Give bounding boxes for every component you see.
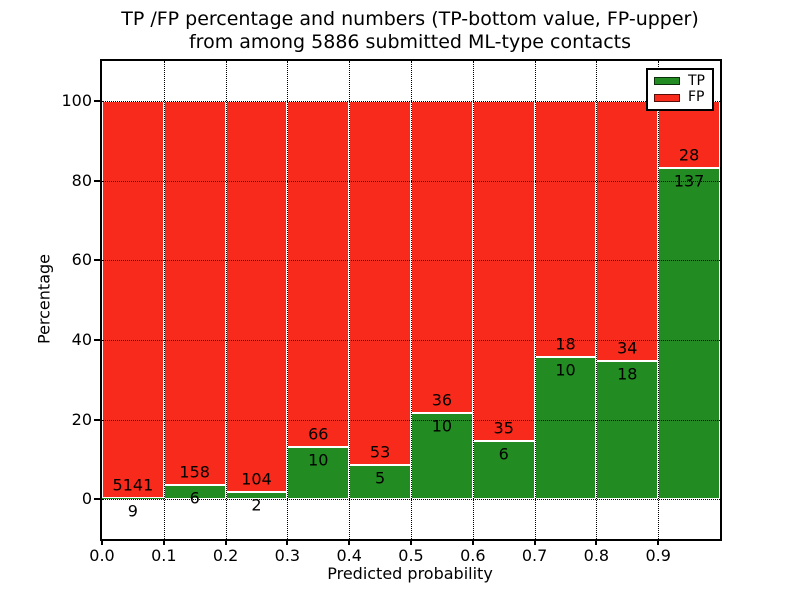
fp-bar-segment	[596, 100, 659, 362]
x-tick-label: 0.0	[89, 546, 115, 565]
legend-label-fp: FP	[688, 89, 705, 106]
legend-label-tp: TP	[688, 72, 705, 89]
tp-count-label: 18	[617, 364, 638, 384]
tp-count-label: 10	[555, 360, 576, 380]
y-axis-label: Percentage	[34, 253, 54, 345]
x-tick-mark	[224, 539, 227, 545]
fp-count-label: 53	[369, 442, 391, 462]
legend: TP FP	[646, 68, 714, 111]
x-tick-mark	[410, 539, 412, 545]
x-tick-mark	[471, 539, 474, 545]
y-tick-mark	[94, 498, 100, 501]
tp-bar-segment	[534, 356, 597, 500]
tp-bar-segment	[658, 168, 720, 500]
tp-count-label: 137	[673, 171, 705, 191]
y-tick-label: 40	[71, 329, 92, 349]
tp-bar-segment	[596, 361, 659, 500]
x-tick-mark	[101, 539, 103, 545]
plot-area: 5141 9 158 6 104 2 66 10 53 5 36 10 35 6 18 10 34 18 28 137	[100, 59, 722, 541]
x-tick-label: 0.2	[212, 546, 239, 565]
fp-color-swatch	[654, 93, 680, 102]
x-tick-label: 0.6	[460, 546, 486, 565]
tp-count-label: 10	[431, 416, 453, 436]
x-tick-mark	[657, 539, 660, 545]
legend-item-fp: FP	[654, 90, 706, 105]
y-tick-label: 0	[81, 489, 92, 509]
x-tick-mark	[348, 539, 351, 545]
tp-bar-segment	[472, 440, 535, 500]
x-tick-label: 0.5	[398, 546, 424, 565]
fp-bar-segment	[163, 100, 226, 485]
fp-count-label: 18	[555, 334, 576, 354]
fp-bar-segment	[534, 100, 597, 357]
fp-bar-segment	[658, 100, 720, 169]
fp-count-label: 35	[493, 418, 514, 438]
vertical-gridline	[411, 61, 412, 539]
tp-count-label: 9	[127, 501, 138, 521]
x-tick-label: 0.7	[521, 546, 548, 565]
chart-title-line2: from among 5886 submitted ML-type contac…	[188, 31, 632, 53]
x-tick-mark	[162, 539, 165, 545]
tp-count-label: 2	[251, 495, 262, 515]
horizontal-gridline	[102, 100, 720, 102]
y-tick-label: 60	[71, 250, 92, 270]
tp-count-label: 10	[308, 450, 329, 470]
x-axis-label: Predicted probability	[327, 564, 493, 583]
horizontal-gridline	[102, 499, 720, 501]
y-tick-mark	[94, 179, 100, 182]
vertical-gridline	[472, 61, 474, 539]
fp-bar-segment	[411, 100, 473, 413]
fp-count-label: 34	[617, 338, 638, 358]
tp-bar-segment	[287, 446, 350, 500]
x-tick-mark	[286, 539, 289, 545]
tp-bar-segment	[102, 498, 164, 500]
y-tick-mark	[94, 338, 100, 341]
y-tick-label: 100	[61, 90, 92, 110]
legend-item-tp: TP	[654, 72, 706, 89]
vertical-gridline	[163, 61, 165, 539]
horizontal-gridline	[102, 180, 720, 182]
fp-count-label: 66	[308, 424, 329, 444]
x-tick-label: 0.9	[645, 546, 671, 565]
chart-title-line1: TP /FP percentage and numbers (TP-bottom…	[121, 8, 699, 30]
y-tick-mark	[94, 99, 100, 102]
horizontal-gridline	[102, 339, 720, 341]
fp-count-label: 5141	[112, 475, 154, 495]
fp-count-label: 28	[678, 145, 700, 165]
fp-count-label: 36	[431, 390, 453, 410]
horizontal-gridline	[102, 260, 720, 262]
vertical-gridline	[225, 61, 227, 539]
tp-count-label: 6	[498, 444, 509, 464]
x-tick-label: 0.4	[336, 546, 362, 565]
fp-bar-segment	[349, 100, 411, 465]
y-tick-mark	[94, 259, 100, 262]
fp-count-label: 104	[241, 469, 272, 489]
x-tick-label: 0.1	[151, 546, 177, 565]
x-tick-mark	[595, 539, 598, 545]
vertical-gridline	[349, 61, 351, 539]
x-tick-label: 0.3	[274, 546, 301, 565]
fp-bar-segment	[287, 100, 350, 447]
chart-title: TP /FP percentage and numbers (TP-bottom…	[100, 8, 720, 54]
fp-bar-segment	[225, 100, 288, 492]
vertical-gridline	[596, 61, 598, 539]
vertical-gridline	[658, 61, 660, 539]
vertical-gridline	[534, 61, 536, 539]
tp-count-label: 5	[375, 468, 386, 488]
fp-count-label: 158	[179, 462, 210, 482]
y-tick-mark	[94, 418, 100, 421]
tp-color-swatch	[654, 77, 680, 86]
fp-bar-segment	[102, 100, 164, 499]
tp-count-label: 6	[189, 488, 200, 508]
x-tick-mark	[533, 539, 536, 545]
horizontal-gridline	[102, 419, 720, 421]
vertical-gridline	[287, 61, 289, 539]
tp-bar-segment	[411, 412, 473, 500]
y-tick-label: 20	[71, 409, 92, 429]
x-tick-label: 0.8	[583, 546, 610, 565]
y-tick-label: 80	[71, 170, 92, 190]
fp-bar-segment	[472, 100, 535, 441]
